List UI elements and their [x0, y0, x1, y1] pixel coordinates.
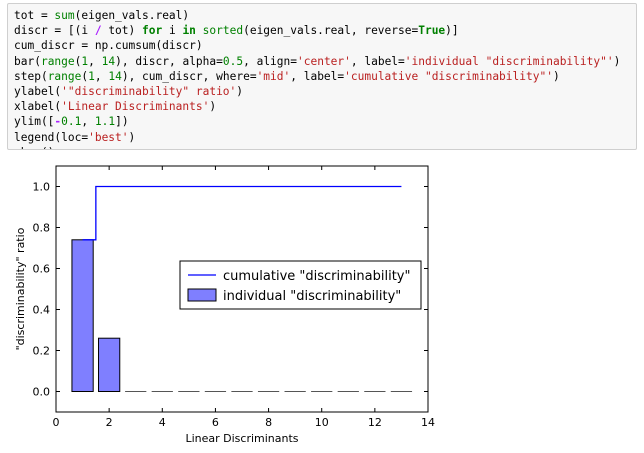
y-axis-label: "discriminability" ratio — [14, 227, 27, 350]
code-line: cum_discr = np.cumsum(discr) — [14, 39, 203, 53]
x-tick-label: 4 — [159, 416, 166, 429]
x-tick-label: 2 — [106, 416, 113, 429]
x-tick-label: 10 — [315, 416, 329, 429]
code-line: tot = sum(eigen_vals.real) — [14, 9, 190, 22]
legend-label-cumulative: cumulative "discriminability" — [223, 269, 410, 284]
x-tick-label: 6 — [212, 416, 219, 429]
plot-frame — [55, 165, 429, 413]
chart: 0 2 4 6 8 10 12 14 0.0 0.2 0.4 0.6 0.8 1.0 Linear Disc… — [14, 165, 435, 445]
code-line: ylim([-0.1, 1.1]) — [14, 115, 129, 129]
output-area: 0 2 4 6 8 10 12 14 0.0 0.2 0.4 0.6 0.8 1.0 Linear Disc… — [0, 160, 644, 448]
code-line: bar(range(1, 14), discr, alpha=0.5, alig… — [14, 54, 621, 68]
y-tick-label: 0.2 — [33, 345, 51, 358]
bar — [71, 239, 94, 392]
code-cell[interactable]: tot = sum(eigen_vals.real)discr = [(i / … — [7, 3, 637, 150]
y-tick-label: 0.6 — [33, 263, 51, 276]
code-line: xlabel('Linear Discriminants') — [14, 100, 217, 114]
x-tick-label: 8 — [265, 416, 272, 429]
legend-label-individual: individual "discriminability" — [223, 289, 401, 304]
y-tick-label: 0.4 — [33, 304, 51, 317]
code-line: ylabel('"discriminability" ratio') — [14, 84, 244, 98]
x-tick-label: 12 — [368, 416, 382, 429]
bar — [98, 337, 121, 392]
legend-bar-swatch — [187, 288, 217, 302]
y-tick-label: 0.0 — [33, 386, 51, 399]
code-line: legend(loc='best') — [14, 130, 136, 144]
x-tick-label: 0 — [53, 416, 60, 429]
code-line: discr = [(i / tot) for i in sorted(eigen… — [14, 24, 459, 38]
y-tick-label: 0.8 — [33, 222, 51, 235]
code-line: step(range(1, 14), cum_discr, where='mid… — [14, 69, 560, 83]
x-tick-label: 14 — [421, 416, 435, 429]
legend-box — [179, 260, 422, 310]
code-editor[interactable]: tot = sum(eigen_vals.real)discr = [(i / … — [14, 8, 630, 149]
y-tick-label: 1.0 — [33, 181, 51, 194]
code-line: show() — [14, 145, 630, 149]
x-axis-label: Linear Discriminants — [185, 432, 298, 445]
cumulative-step-line — [82, 185, 402, 241]
